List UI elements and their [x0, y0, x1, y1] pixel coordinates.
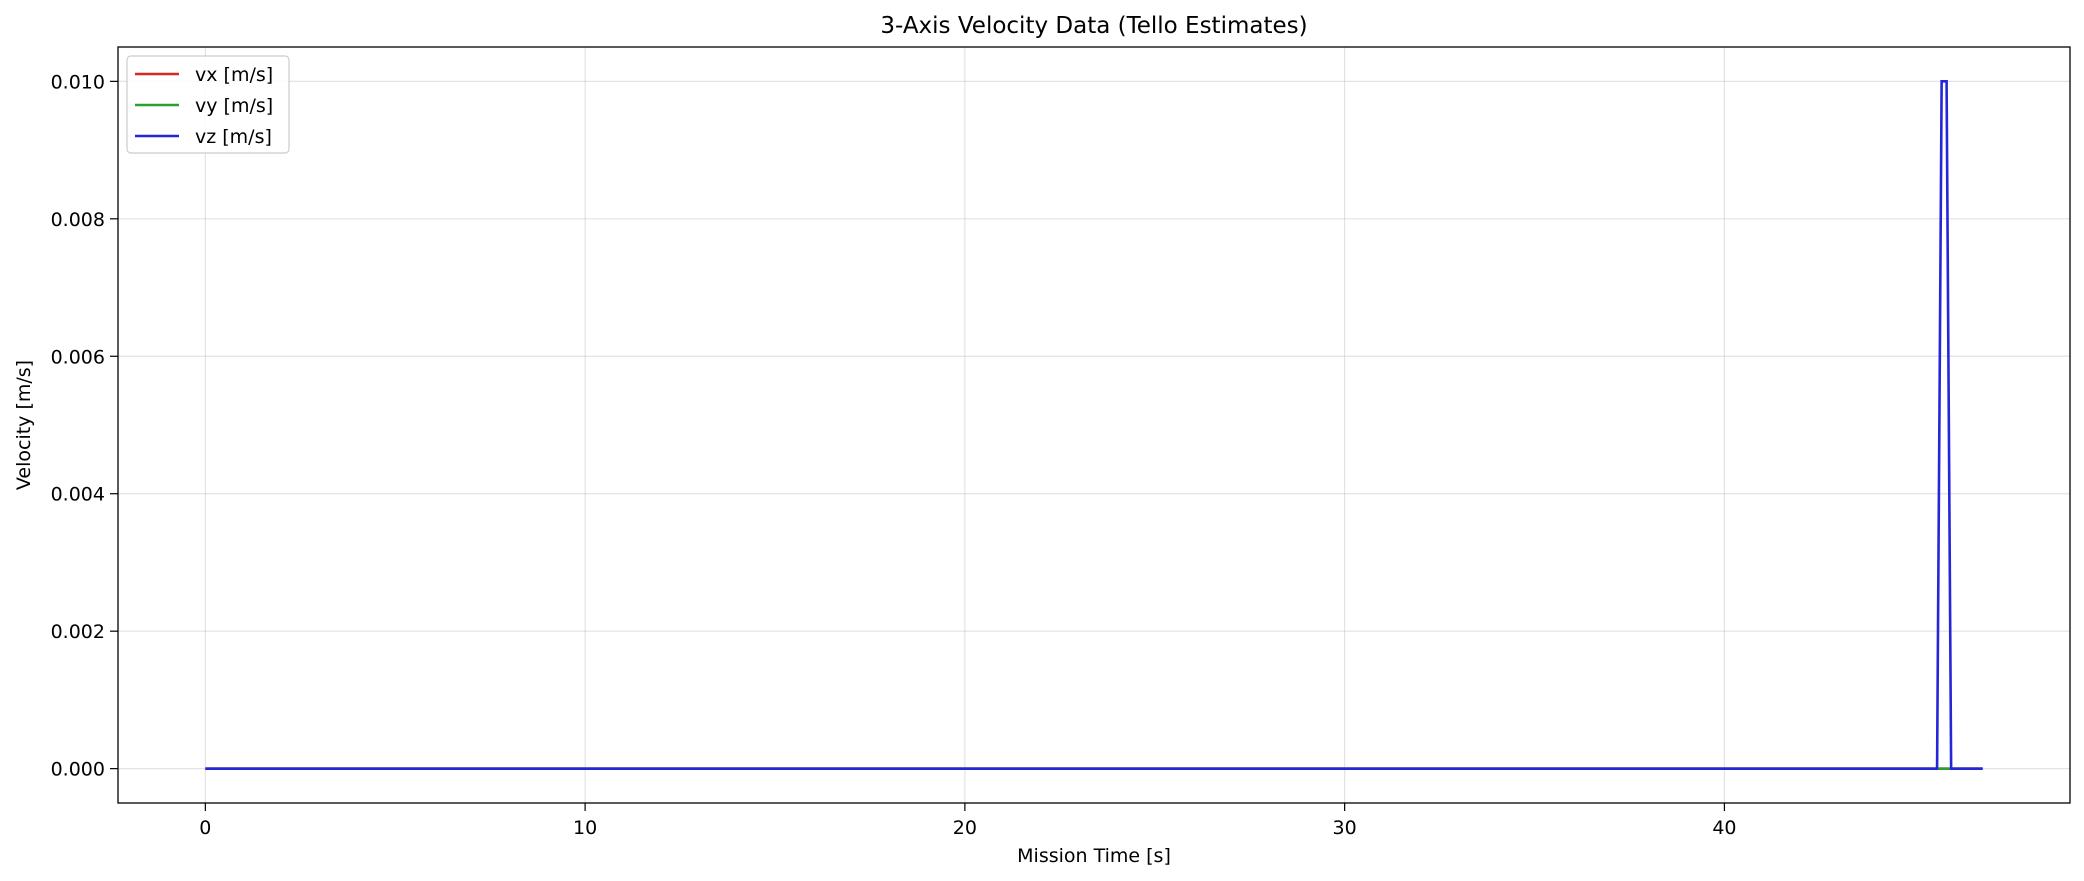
x-tick-label: 40 — [1712, 817, 1736, 839]
y-tick-label: 0.002 — [51, 621, 105, 643]
x-tick-label: 30 — [1333, 817, 1357, 839]
y-axis: 0.000 0.002 0.004 0.006 0.008 0.010 — [51, 71, 118, 781]
y-axis-label: Velocity [m/s] — [13, 360, 35, 490]
legend: vx [m/s] vy [m/s] vz [m/s] — [126, 55, 290, 154]
legend-label: vy [m/s] — [195, 95, 273, 117]
chart-title: 3-Axis Velocity Data (Tello Estimates) — [880, 13, 1307, 39]
y-tick-label: 0.010 — [51, 71, 105, 93]
x-axis-label: Mission Time [s] — [1017, 845, 1171, 867]
x-axis: 0 10 20 30 40 — [199, 803, 1737, 839]
plot-frame — [117, 46, 2071, 804]
y-tick-label: 0.008 — [51, 209, 105, 231]
legend-label: vz [m/s] — [195, 126, 272, 148]
x-tick-label: 20 — [953, 817, 977, 839]
y-tick-label: 0.000 — [51, 759, 105, 781]
x-tick-label: 0 — [199, 817, 211, 839]
y-tick-label: 0.006 — [51, 346, 105, 368]
x-tick-label: 10 — [573, 817, 597, 839]
legend-label: vx [m/s] — [195, 64, 273, 86]
y-tick-label: 0.004 — [51, 484, 105, 506]
series-line-vz — [205, 80, 1983, 770]
grid-layer — [118, 47, 2070, 803]
legend-box — [126, 55, 290, 154]
series-layer — [205, 80, 1983, 770]
